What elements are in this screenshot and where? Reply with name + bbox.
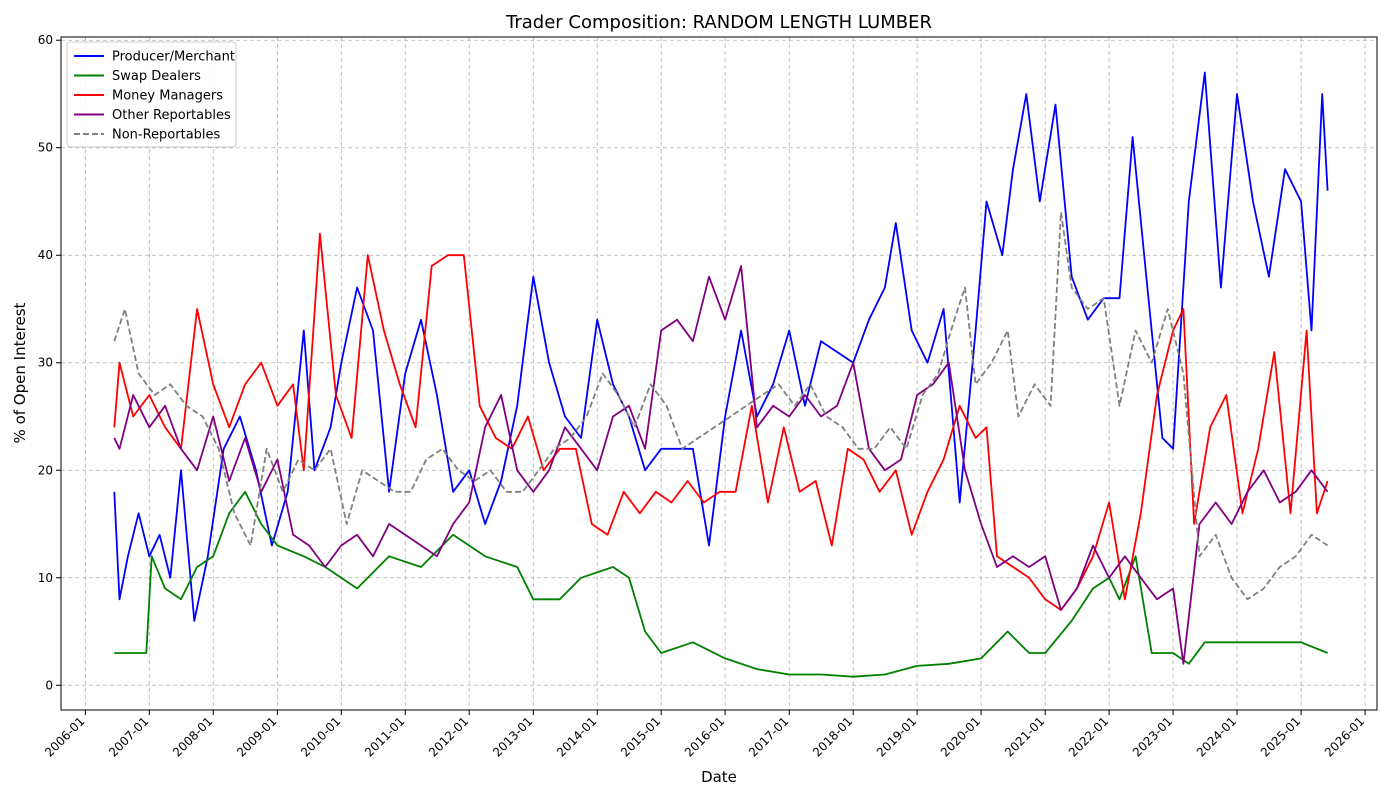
y-tick-label: 50 [38, 141, 53, 155]
series-line-3 [113, 232, 1329, 611]
series-line-5 [113, 211, 1329, 601]
series-line-1 [113, 71, 1329, 622]
series-line-2 [114, 490, 1328, 678]
series-line-4 [113, 265, 1329, 665]
legend-label: Non-Reportables [112, 128, 221, 143]
y-tick-label: 0 [45, 678, 53, 692]
plot-frame [60, 36, 1378, 711]
legend-box [66, 41, 237, 148]
grid-layer [61, 37, 1377, 710]
y-tick-label: 30 [38, 356, 53, 370]
y-tick-label: 60 [38, 33, 53, 47]
y-axis-title: % of Open Interest [11, 302, 29, 443]
series-layer [113, 71, 1329, 678]
chart-title: Trader Composition: RANDOM LENGTH LUMBER [505, 12, 932, 33]
y-tick-label: 20 [38, 463, 53, 477]
legend-label: Other Reportables [112, 108, 231, 123]
y-axis: 0 10 20 30 40 50 60 [38, 33, 61, 692]
y-tick-label: 40 [38, 248, 53, 262]
legend-label: Swap Dealers [112, 69, 201, 84]
legend-label: Money Managers [112, 89, 223, 104]
y-tick-label: 10 [38, 571, 53, 585]
legend: Producer/Merchant Swap Dealers Money Manag… [66, 41, 237, 148]
legend-label: Producer/Merchant [112, 50, 235, 65]
x-axis-title: Date [701, 768, 737, 786]
